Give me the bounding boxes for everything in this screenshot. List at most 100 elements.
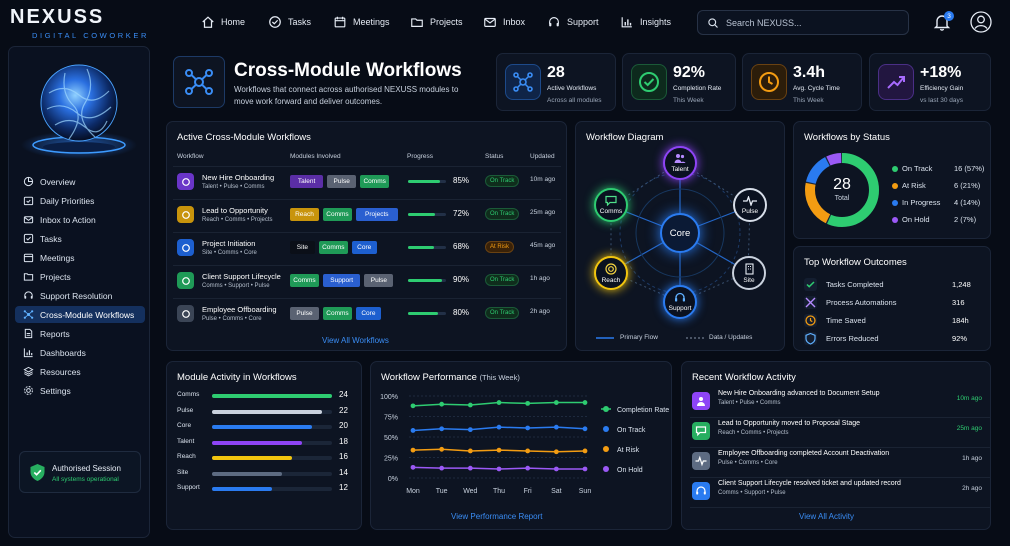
workflow-icon <box>505 64 541 100</box>
activity-row[interactable]: Employee Offboarding completed Account D… <box>690 448 990 478</box>
activity-modules: Reach • Comms • Projects <box>718 430 789 436</box>
workflow-row[interactable]: Employee Offboarding Pulse • Comms • Core… <box>173 298 561 327</box>
search-box[interactable]: Search NEXUSS... <box>697 10 909 35</box>
module-chip: Talent <box>290 175 324 188</box>
sidebar-item-settings[interactable]: Settings <box>15 382 145 399</box>
nav-home[interactable]: Home <box>201 13 245 31</box>
diagram-core-node[interactable]: Core <box>660 213 700 253</box>
sidebar-item-label: Settings <box>40 385 71 396</box>
activity-text: Employee Offboarding completed Account D… <box>718 450 890 457</box>
diagram-node-talent[interactable]: Talent <box>663 146 697 180</box>
pulse-icon <box>743 195 757 206</box>
sidebar-item-reports[interactable]: Reports <box>15 325 145 342</box>
workflow-row-icon <box>177 206 194 223</box>
sidebar-item-overview[interactable]: Overview <box>15 173 145 190</box>
diagram-node-comms[interactable]: Comms <box>594 188 628 222</box>
people-icon <box>674 154 686 163</box>
workflow-row[interactable]: Client Support Lifecycle Comms • Support … <box>173 265 561 294</box>
sidebar-item-tasks[interactable]: Tasks <box>15 230 145 247</box>
data-point <box>410 447 416 453</box>
sidebar-item-cross-module-workflows[interactable]: Cross-Module Workflows <box>15 306 145 323</box>
legend-label: At Risk <box>902 181 926 190</box>
legend-marker <box>603 406 609 412</box>
nav-tasks[interactable]: Tasks <box>268 13 311 31</box>
kpi-efficiency-gain[interactable]: +18% Efficiency Gain vs last 30 days <box>869 53 991 111</box>
workflow-row[interactable]: New Hire Onboarding Talent • Pulse • Comm… <box>173 166 561 195</box>
legend-label: In Progress <box>902 198 941 207</box>
progress-value: 80% <box>453 308 470 317</box>
donut-slice-on-track[interactable] <box>805 153 879 227</box>
headset-icon <box>692 482 710 500</box>
data-point <box>553 466 559 472</box>
user-avatar-icon[interactable] <box>970 11 992 33</box>
diagram-node-site[interactable]: Site <box>732 256 766 290</box>
data-point <box>467 402 473 408</box>
kpi-sub: This Week <box>673 97 704 104</box>
data-point <box>553 449 559 455</box>
sidebar-item-meetings[interactable]: Meetings <box>15 249 145 266</box>
sidebar-item-inbox-to-action[interactable]: Inbox to Action <box>15 211 145 228</box>
activity-modules: Talent • Pulse • Comms <box>718 400 781 406</box>
module-chip: Comms <box>318 241 348 254</box>
progress-value: 90% <box>453 275 470 284</box>
diagram-node-pulse[interactable]: Pulse <box>733 188 767 222</box>
nav-projects[interactable]: Projects <box>410 13 463 31</box>
module-bar <box>212 425 312 429</box>
nav-insights[interactable]: Insights <box>620 13 671 31</box>
donut-slice-at-risk[interactable] <box>805 153 879 227</box>
data-point <box>467 448 473 454</box>
sidebar-item-resources[interactable]: Resources <box>15 363 145 380</box>
kpi-active-workflows[interactable]: 28 Active Workflows Across all modules <box>496 53 616 111</box>
status-badge: On Track <box>485 175 520 187</box>
calendar-icon <box>334 16 346 28</box>
diagram-node-support[interactable]: Support <box>663 285 697 319</box>
module-name: Talent <box>177 437 195 445</box>
workflow-modules-sub: Talent • Pulse • Comms <box>202 184 265 190</box>
outcome-value: 1,248 <box>952 280 971 289</box>
bar-chart-icon <box>621 17 632 28</box>
kpi-completion-rate[interactable]: 92% Completion Rate This Week <box>622 53 736 111</box>
view-all-activity-link[interactable]: View All Activity <box>799 512 854 521</box>
module-chip: Comms <box>360 175 390 188</box>
sidebar-item-support-resolution[interactable]: Support Resolution <box>15 287 145 304</box>
logo[interactable]: NEXUSS DIGITAL COWORKER <box>10 6 150 40</box>
sidebar-item-label: Inbox to Action <box>40 214 96 225</box>
sidebar-item-projects[interactable]: Projects <box>15 268 145 285</box>
x-tick-label: Fri <box>524 488 533 495</box>
building-icon <box>744 262 754 275</box>
data-point <box>496 424 502 430</box>
module-name: Core <box>177 422 192 429</box>
page-subtitle: Workflows that connect across authorised… <box>234 85 459 106</box>
module-chip: Comms <box>290 274 319 287</box>
activity-row[interactable]: Lead to Opportunity moved to Proposal St… <box>690 418 990 448</box>
diagram-node-reach[interactable]: Reach <box>594 256 628 290</box>
module-bar <box>212 409 322 414</box>
kpi-sub: This Week <box>793 97 824 104</box>
activity-time: 25m ago <box>956 425 982 432</box>
activity-row[interactable]: New Hire Onboarding advanced to Document… <box>690 388 990 418</box>
view-all-workflows-link[interactable]: View All Workflows <box>322 336 389 345</box>
activity-row[interactable]: Client Support Lifecycle resolved ticket… <box>690 478 990 508</box>
nav-inbox[interactable]: Inbox <box>483 13 525 31</box>
legend-label: At Risk <box>617 447 640 454</box>
nav-label: Support <box>567 17 599 27</box>
data-point <box>525 448 531 454</box>
kpi-avg-cycle-time[interactable]: 3.4h Avg. Cycle Time This Week <box>742 53 862 111</box>
workflow-row[interactable]: Project Initiation Site • Comms • Core Sit… <box>173 232 561 261</box>
activity-time: 2h ago <box>962 485 982 492</box>
module-activity-row: Comms 24 <box>177 390 357 404</box>
diagram-core-label: Core <box>669 227 691 239</box>
module-bar <box>212 471 282 476</box>
col-header-updated: Updated <box>530 153 555 160</box>
folder-icon <box>411 18 423 27</box>
nav-meetings[interactable]: Meetings <box>333 13 390 31</box>
module-chip: Core <box>356 307 381 320</box>
kpi-value: +18% <box>920 64 962 81</box>
view-performance-report-link[interactable]: View Performance Report <box>451 512 543 521</box>
nav-support[interactable]: Support <box>547 13 599 31</box>
workflow-row[interactable]: Lead to Opportunity Reach • Comms • Proje… <box>173 199 561 228</box>
sidebar-item-daily-priorities[interactable]: Daily Priorities <box>15 192 145 209</box>
orb-graphic <box>21 64 137 159</box>
data-point <box>467 465 473 471</box>
sidebar-item-dashboards[interactable]: Dashboards <box>15 344 145 361</box>
